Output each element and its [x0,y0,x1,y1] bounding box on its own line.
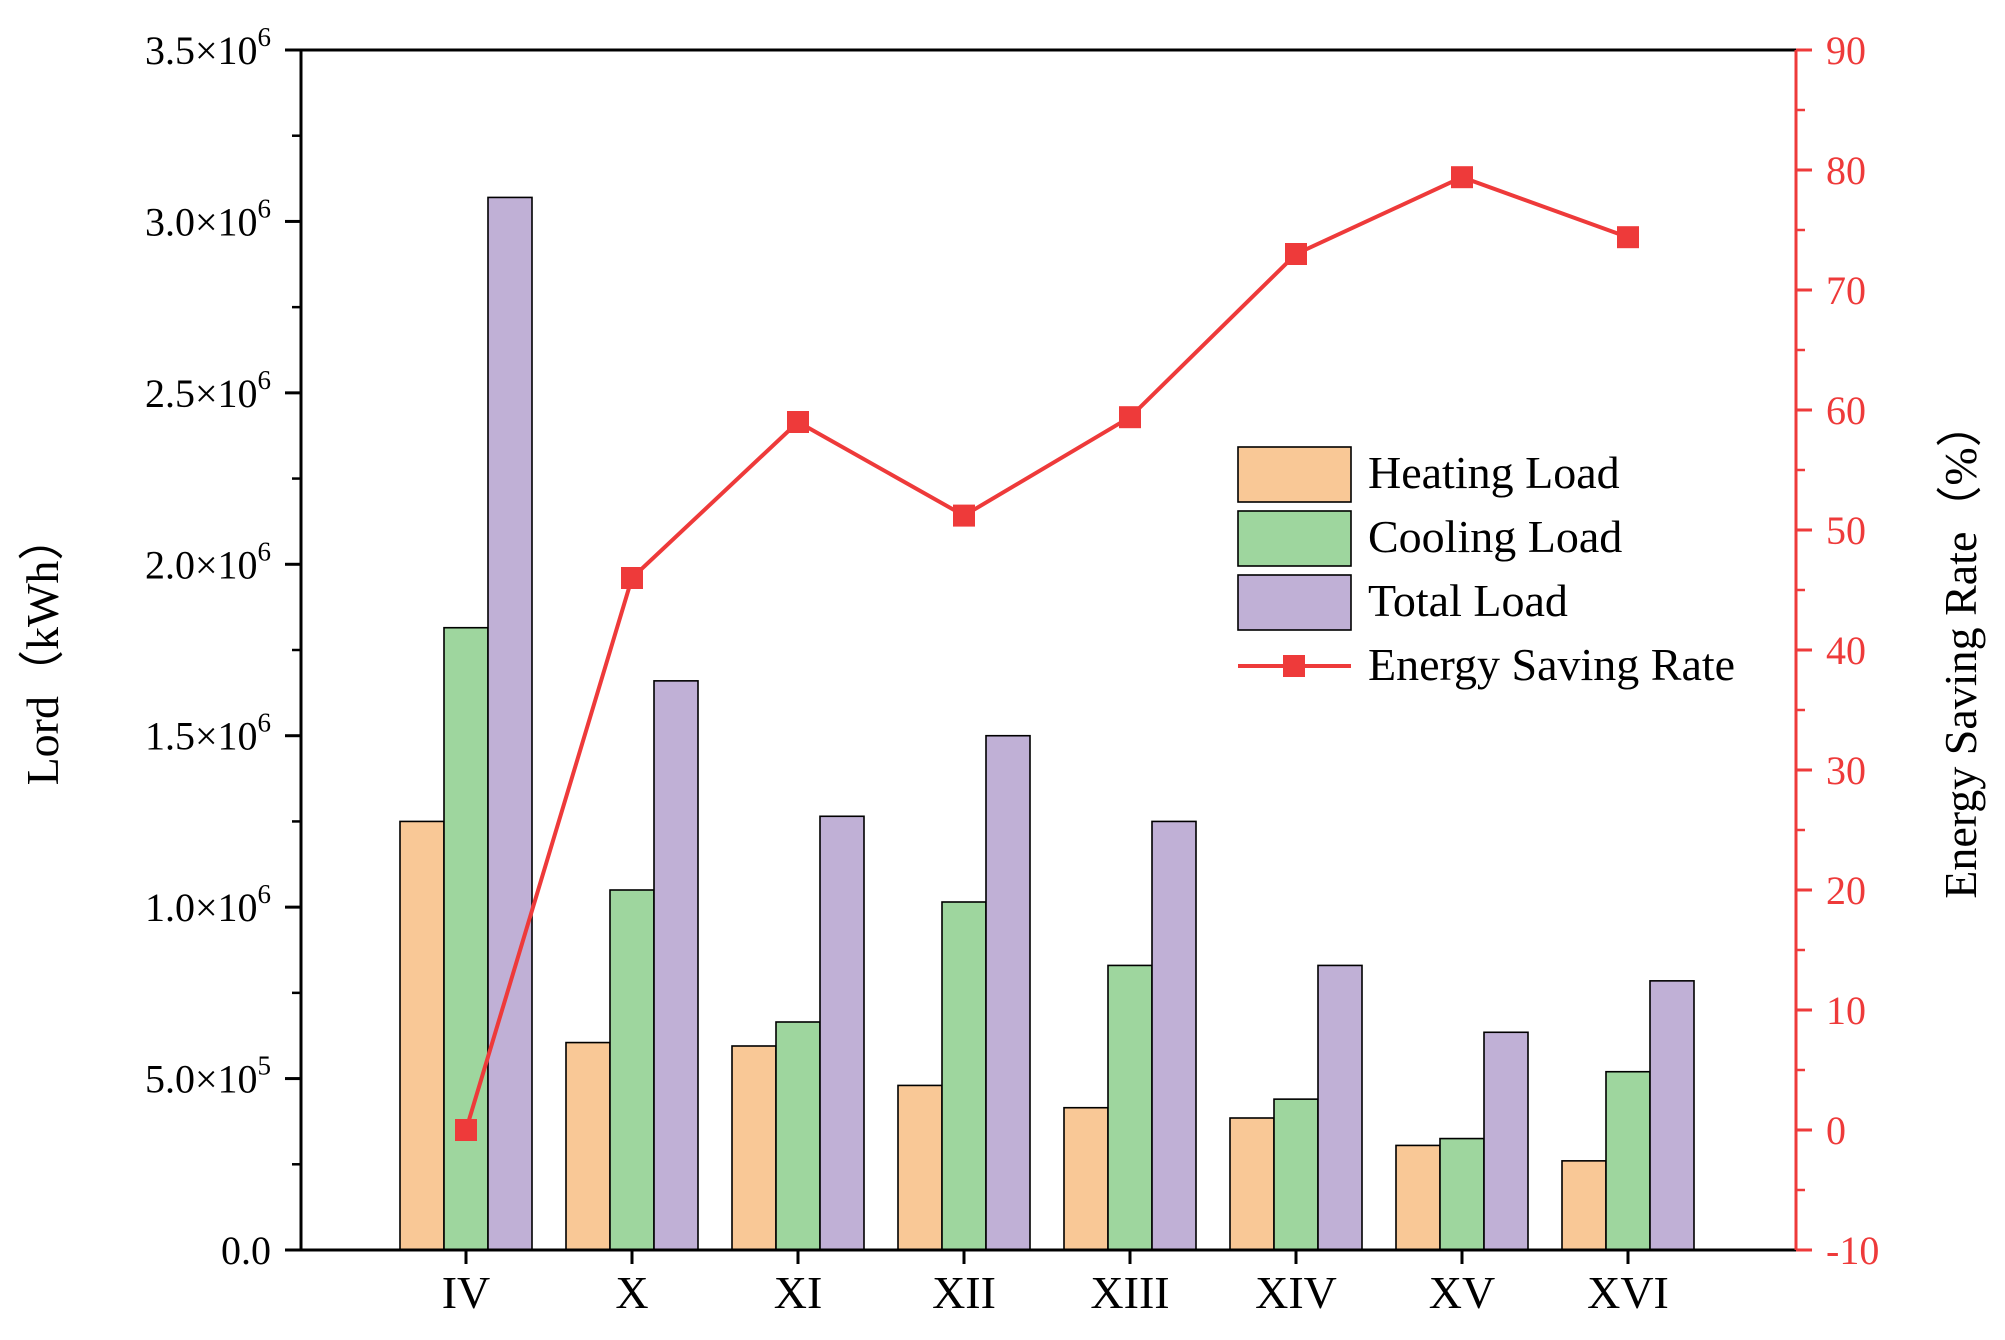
left-axis-title: Lord（kWh） [17,515,68,786]
legend-label-heating-load: Heating Load [1368,447,1620,498]
bar-cooling-load-xv [1439,1137,1485,1251]
bar-total-load-xiv [1317,964,1363,1251]
bars-layer [399,196,1695,1251]
x-tick-label-xiii: XIII [1090,1267,1169,1318]
right-tick-label: 70 [1826,268,1866,313]
legend-label-cooling-load: Cooling Load [1368,511,1622,562]
x-tick-label-xv: XV [1429,1267,1495,1318]
x-tick-label-xiv: XIV [1255,1267,1337,1318]
energy-saving-rate-line [464,175,1629,1131]
bar-heating-load-xii [897,1084,943,1251]
right-tick-label: 20 [1826,868,1866,913]
x-tick-label-x: X [615,1267,648,1318]
bar-heating-load-iv [399,820,445,1251]
left-tick-label: 1.0×106 [145,879,271,930]
left-tick-label: 2.5×106 [145,365,271,416]
rate-marker-iv [455,1119,477,1141]
bar-cooling-load-xi [775,1021,821,1251]
bar-cooling-load-xii [941,901,987,1251]
left-tick-label: 1.5×106 [145,708,271,759]
bar-total-load-xvi [1649,980,1695,1251]
bar-total-load-xi [819,815,865,1251]
x-tick-label-xi: XI [774,1267,823,1318]
legend-label-energy-saving-rate: Energy Saving Rate [1368,639,1735,690]
line-layer [455,166,1639,1141]
rate-marker-xiv [1285,243,1307,265]
rate-marker-xi [787,411,809,433]
legend-swatch-cooling-load [1237,510,1352,567]
bar-heating-load-xiv [1229,1117,1275,1251]
bar-cooling-load-iv [443,626,489,1251]
right-tick-label: -10 [1826,1228,1879,1273]
bar-total-load-xii [985,734,1031,1251]
x-tick-label-xii: XII [932,1267,996,1318]
bar-heating-load-xiii [1063,1106,1109,1251]
right-tick-label: 30 [1826,748,1866,793]
left-tick-label: 3.0×106 [145,193,271,244]
bar-cooling-load-xvi [1605,1070,1651,1251]
x-tick-label-iv: IV [442,1267,491,1318]
left-tick-label: 5.0×105 [145,1051,271,1102]
right-tick-label: 10 [1826,988,1866,1033]
bar-heating-load-x [565,1041,611,1251]
bar-cooling-load-xiii [1107,964,1153,1251]
bar-cooling-load-xiv [1273,1098,1319,1251]
bar-total-load-iv [487,196,533,1251]
labels-layer: 0.0 5.0×105 1.0×106 1.5×106 2.0×106 2.5×106 3.… [17,22,1986,1318]
bar-heating-load-xi [731,1045,777,1251]
legend-label-total-load: Total Load [1368,575,1568,626]
right-tick-label: 50 [1826,508,1866,553]
bar-heating-load-xvi [1561,1160,1607,1251]
bar-heating-load-xv [1395,1144,1441,1251]
left-tick-label: 3.5×106 [145,22,271,73]
x-tick-label-xvi: XVI [1587,1267,1669,1318]
legend-swatch-heating-load [1237,446,1352,503]
right-tick-label: 60 [1826,388,1866,433]
right-tick-label: 80 [1826,148,1866,193]
rate-marker-xiii [1119,406,1141,429]
bar-total-load-xiii [1151,820,1197,1251]
right-tick-label: 90 [1826,28,1866,73]
rate-marker-xii [953,504,975,527]
bar-total-load-x [653,680,699,1251]
left-tick-label: 0.0 [221,1228,271,1273]
rate-marker-x [621,567,643,589]
left-tick-label: 2.0×106 [145,536,271,587]
right-tick-label: 40 [1826,628,1866,673]
bar-cooling-load-x [609,889,655,1251]
bar-total-load-xv [1483,1031,1529,1251]
rate-marker-xvi [1617,226,1639,249]
legend: Heating Load Cooling Load Total Load Energy… [1237,446,1735,690]
legend-swatch-total-load [1237,574,1352,631]
rate-marker-xv [1451,166,1473,189]
legend-marker-energy-saving-rate [1283,655,1305,677]
right-axis-title: Energy Saving Rate（%） [1935,401,1986,898]
right-tick-label: 0 [1826,1108,1846,1153]
axes-layer [285,48,1812,1264]
